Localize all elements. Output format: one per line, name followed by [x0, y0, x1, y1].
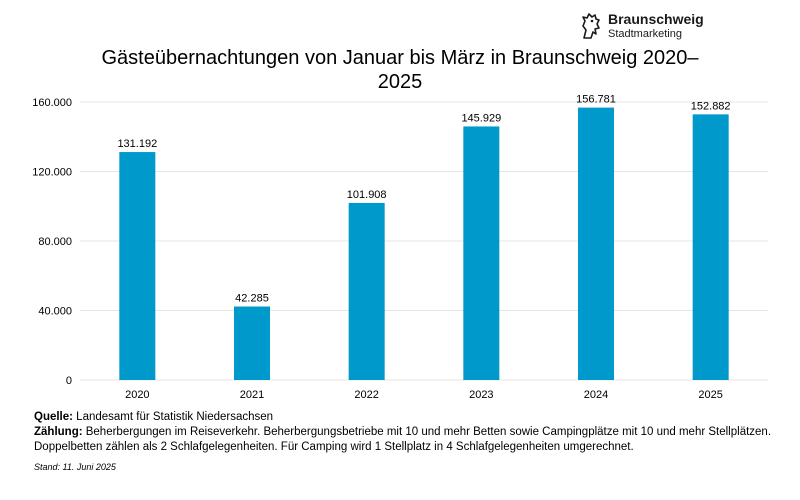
- y-tick-label: 40.000: [38, 306, 72, 318]
- x-tick-label-2023: 2023: [469, 389, 493, 401]
- bar-chart: 0 40.000 80.000 120.000 160.000 131.192 42.28…: [32, 94, 768, 401]
- y-tick-label: 120.000: [32, 167, 72, 179]
- bars: [119, 107, 729, 380]
- lion-icon: [582, 13, 600, 39]
- value-label-2023: 145.929: [461, 112, 501, 124]
- value-label-2020: 131.192: [117, 138, 157, 150]
- stand-date: Stand: 11. Juni 2025: [34, 462, 116, 472]
- bar-2020: [119, 152, 156, 380]
- y-tick-label: 0: [66, 375, 72, 387]
- value-label-2024: 156.781: [576, 94, 616, 106]
- x-tick-label-2020: 2020: [125, 389, 149, 401]
- x-tick-label-2021: 2021: [240, 389, 264, 401]
- x-tick-label-2022: 2022: [354, 389, 378, 401]
- brand-subtitle: Stadtmarketing: [608, 28, 682, 40]
- x-axis-ticks: 2020 2021 2022 2023 2024 2025: [125, 389, 723, 401]
- y-tick-label: 160.000: [32, 97, 72, 109]
- chart-footer: Quelle: Landesamt für Statistik Niedersa…: [34, 410, 774, 455]
- source-text: Landesamt für Statistik Niedersachsen: [72, 411, 274, 423]
- value-label-2025: 152.882: [691, 100, 731, 112]
- y-tick-label: 80.000: [38, 236, 72, 248]
- brand-name: Braunschweig: [608, 11, 704, 27]
- value-labels: 131.192 42.285 101.908 145.929 156.781 152.88…: [117, 94, 730, 305]
- bar-2025: [692, 114, 729, 380]
- x-tick-label-2024: 2024: [584, 389, 608, 401]
- bar-2021: [234, 306, 270, 380]
- bar-2022: [348, 202, 385, 380]
- source-line: Quelle: Landesamt für Statistik Niedersa…: [34, 410, 774, 425]
- count-note: Zählung: Beherbergungen im Reiseverkehr.…: [34, 425, 774, 455]
- bar-2023: [463, 126, 500, 380]
- value-label-2022: 101.908: [347, 189, 387, 201]
- x-tick-label-2025: 2025: [698, 389, 722, 401]
- chart-title: Gästeübernachtungen von Januar bis März …: [101, 47, 699, 93]
- source-label: Quelle:: [34, 411, 73, 423]
- grid-lines: [80, 101, 768, 381]
- bar-2024: [578, 107, 614, 380]
- count-text: Beherbergungen im Reiseverkehr. Beherber…: [34, 426, 772, 453]
- count-label: Zählung:: [34, 426, 83, 438]
- brand-logo: Braunschweig Stadtmarketing: [580, 10, 730, 44]
- value-label-2021: 42.285: [235, 293, 269, 305]
- y-axis-ticks: 0 40.000 80.000 120.000 160.000: [32, 97, 72, 387]
